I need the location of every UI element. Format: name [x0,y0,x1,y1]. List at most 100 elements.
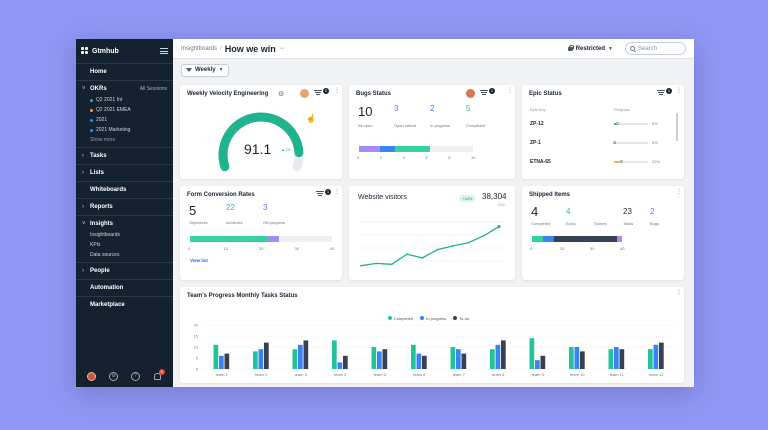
access-label: Restricted [575,45,606,52]
sidebar-session-item[interactable]: Q2 2021 Int [76,95,173,105]
all-sessions-link[interactable]: All Sessions [139,86,167,92]
sidebar-item-marketplace[interactable]: Marketplace [90,302,125,308]
legend-label: To-do [459,315,470,321]
bar [540,355,546,369]
sidebar-item-label: Lists [90,170,105,176]
bar [659,342,664,369]
session-label: Q2 2021 Int [96,97,123,103]
team-bar-chart: 0 5 10 15 20 team 1 team 2 team 3 team 4 team 5 te… [194,323,676,377]
y-tick-label: 20 [194,323,199,328]
bar [303,340,309,369]
chevron-right-icon: › [82,268,84,274]
column-header-epic-key[interactable]: Epic Key [530,107,546,112]
x-tick-label: team 8 [492,372,505,377]
progress-track [614,123,648,125]
sidebar-subitem-kpis[interactable]: KPIs [90,242,101,248]
settings-icon[interactable]: ⚙ [109,371,119,381]
bar [219,355,224,369]
notification-count: 9 [158,368,165,375]
x-tick-label: team 12 [649,372,664,377]
show-more-link[interactable]: Show more [90,137,116,143]
card-menu-icon[interactable] [507,90,510,93]
sidebar-item-people[interactable]: › People [76,265,173,277]
filter-icon[interactable]: 1 [657,88,672,97]
bar [535,360,540,369]
sidebar-divider [76,63,173,64]
bar [382,349,388,369]
visitors-subvalue: 234 [498,202,505,207]
notifications-bell-icon[interactable]: 9 [153,368,165,381]
breadcrumb[interactable]: Insightboards [181,45,218,52]
legend-dot [453,316,458,320]
sidebar-divider [76,198,173,199]
y-tick-label: 15 [194,334,199,339]
x-tick-label: team 4 [334,372,347,377]
stat-value: 5 [189,203,197,218]
bar [422,355,427,369]
filter-icon[interactable]: 1 [480,88,495,97]
sidebar-item-lists[interactable]: › Lists [76,167,173,179]
x-tick-label: team 9 [532,372,545,377]
user-avatar[interactable] [87,371,97,381]
legend-label: In progress [426,315,447,321]
bar-segment [394,146,431,152]
sidebar-session-item[interactable]: 2021 Marketing [76,125,173,135]
sidebar-subitem-insightboards[interactable]: Insightboards [90,232,121,238]
tick-label: 30 [590,246,595,251]
bar [292,349,298,369]
sidebar-item-okrs[interactable]: ˅ OKRs All Sessions [76,83,173,95]
stat-label: Objectives [189,220,208,225]
search-icon [630,46,635,51]
card-menu-icon[interactable] [334,191,337,194]
stat-value: 3 [263,203,268,212]
filter-icon[interactable]: 1 [316,189,331,198]
epic-key[interactable]: ZP-1 [530,140,541,146]
session-list: Q2 2021 Int Q2 2021 EMEA 2021 2021 Marketin… [76,95,173,135]
bar [653,344,659,369]
access-dropdown[interactable]: Restricted ▼ [567,44,613,52]
sidebar-subitem-data-sources[interactable]: Data sources [90,252,120,258]
sidebar-item-home[interactable]: Home [90,69,107,75]
filter-bar: Weekly ▼ [173,59,694,81]
epic-key[interactable]: ZP-12 [530,121,544,127]
share-icon[interactable]: ⚙ [278,91,285,98]
sidebar-session-item[interactable]: Q2 2021 EMEA [76,105,173,115]
breadcrumb-separator: / [220,45,222,52]
collapse-sidebar-icon[interactable] [160,48,168,54]
scrollbar[interactable] [676,113,678,141]
search-input[interactable]: Search [625,42,686,55]
epic-key[interactable]: ETNA-65 [530,159,551,165]
help-icon[interactable]: ? [130,371,140,381]
sidebar-item-automation[interactable]: Automation [90,285,124,291]
bar [490,349,495,369]
chevron-right-icon: › [82,170,84,176]
epic-status-card: Epic Status 1 Epic Key Progress ZP-12 9% Z… [522,85,684,179]
column-header-progress[interactable]: Progress [614,107,631,112]
card-menu-icon[interactable] [676,191,679,194]
sidebar-session-item[interactable]: 2021 [76,115,173,125]
sidebar-item-tasks[interactable]: › Tasks [76,150,173,162]
team-progress-card: Team's Progress Monthly Tasks Status Com… [180,287,684,383]
more-options-icon[interactable]: ··· [279,45,285,52]
sidebar-item-label: People [90,268,110,274]
bar [213,344,219,369]
bar-segment [532,236,543,242]
stat-value: 4 [566,207,571,216]
bar [456,349,461,369]
period-filter-button[interactable]: Weekly ▼ [181,63,229,77]
sidebar-item-reports[interactable]: › Reports [76,201,173,213]
bar-segment [190,236,269,242]
chevron-down-icon: ˅ [82,86,86,92]
session-dot-icon [90,108,93,112]
session-label: Q2 2021 EMEA [96,107,131,113]
sidebar-item-insights[interactable]: ˅ Insights [76,218,173,230]
sidebar-divider [76,80,173,81]
owner-avatar[interactable] [466,89,475,98]
filter-icon[interactable]: 2 [314,88,329,97]
sidebar-item-whiteboards[interactable]: Whiteboards [90,187,127,193]
view-list-link[interactable]: View list [190,258,208,263]
card-menu-icon[interactable] [676,90,679,93]
card-title: Form Conversion Rates [187,192,255,198]
owner-avatar[interactable] [300,89,309,98]
bar [253,351,258,369]
